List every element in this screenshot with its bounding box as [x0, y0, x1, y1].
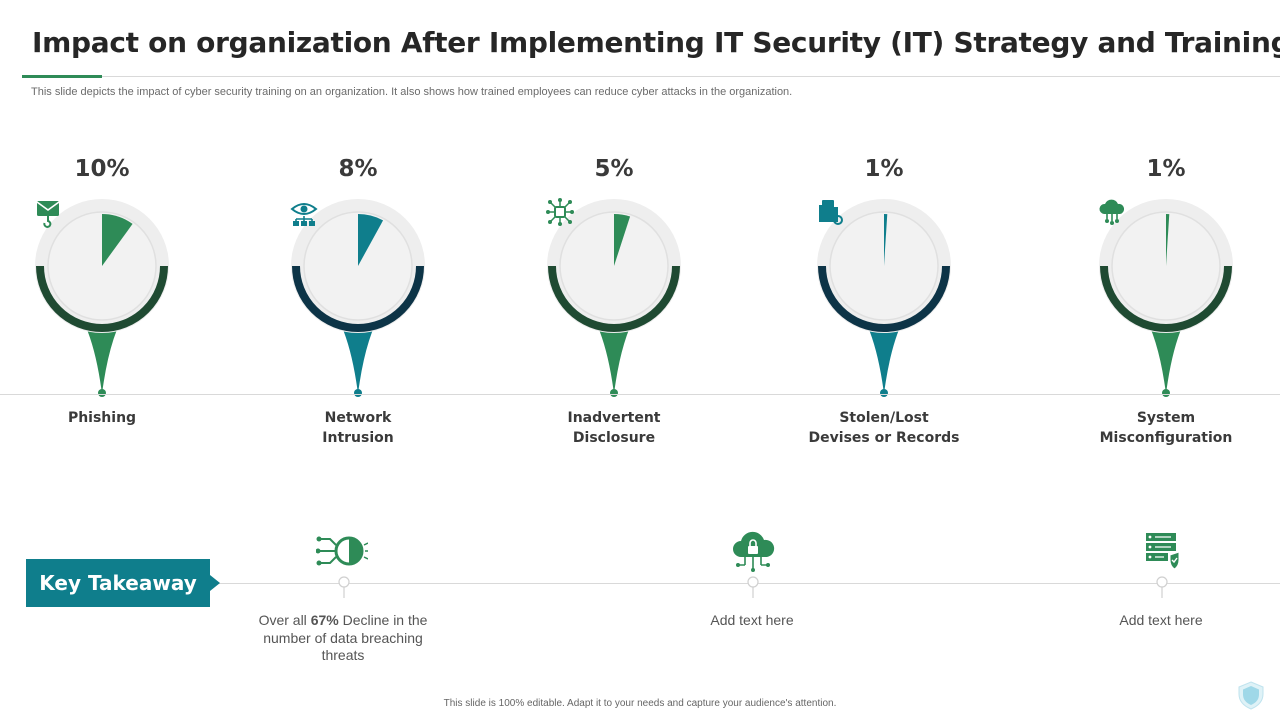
metric-pin-phishing [32, 196, 172, 400]
cloud-network-icon [1099, 199, 1125, 225]
takeaway-timeline [210, 583, 1280, 584]
pin-dark-band [548, 265, 680, 332]
pin-value-wedge [1166, 213, 1170, 266]
title-divider [22, 76, 1280, 77]
metric-pin-stolen-lost [814, 196, 954, 400]
metric-percent-misconfiguration: 1% [1146, 156, 1186, 182]
pin-tip-dot [354, 389, 362, 397]
page-title: Impact on organization After Implementin… [32, 26, 1280, 59]
metric-percent-inadvertent-disclosure: 5% [594, 156, 634, 182]
pin-dark-band [292, 265, 424, 332]
metric-percent-stolen-lost: 1% [864, 156, 904, 182]
takeaway-text-3: Add text here [1119, 612, 1203, 628]
eye-circuit-icon [316, 536, 368, 566]
key-takeaway-badge: Key Takeaway [26, 559, 210, 607]
metric-label-stolen-lost: Stolen/Lost Devises or Records [808, 410, 960, 446]
email-hook-icon [36, 201, 60, 228]
takeaway-marker [747, 576, 759, 598]
pin-tip-dot [98, 389, 106, 397]
metric-pin-misconfiguration [1096, 196, 1236, 400]
title-accent-bar [22, 75, 102, 78]
server-shield-icon [1146, 533, 1180, 570]
pin-dark-band [36, 265, 168, 332]
key-takeaway-arrow [210, 575, 220, 591]
takeaway-marker [338, 576, 350, 598]
metric-label-misconfiguration: System Misconfiguration [1099, 410, 1233, 446]
shield-icon [1238, 681, 1264, 710]
pin-tip-dot [610, 389, 618, 397]
pin-tip-dot [1162, 389, 1170, 397]
pin-value-wedge [884, 213, 888, 266]
pin-dark-band [1100, 265, 1232, 332]
pin-value-wedge [102, 214, 133, 266]
metric-label-phishing: Phishing [67, 410, 137, 426]
pin-value-wedge [614, 214, 631, 266]
metric-label-inadvertent-disclosure: Inadvertent Disclosure [567, 410, 661, 446]
metric-pin-inadvertent-disclosure [544, 196, 684, 400]
cloud-lock-icon [733, 531, 775, 572]
metric-pin-network-intrusion [288, 196, 428, 400]
metric-percent-network-intrusion: 8% [338, 156, 378, 182]
takeaway-text-1: Over all 67% Decline in the number of da… [258, 612, 428, 663]
pin-tip-dot [880, 389, 888, 397]
files-icon [819, 200, 843, 225]
metrics-baseline [0, 394, 1280, 395]
chip-network-icon [546, 198, 574, 226]
takeaway-marker [1156, 576, 1168, 598]
pin-value-wedge [358, 214, 384, 266]
metric-percent-phishing: 10% [74, 156, 130, 182]
metric-label-network-intrusion: Network Intrusion [322, 410, 394, 446]
footer-note: This slide is 100% editable. Adapt it to… [443, 698, 837, 709]
eye-network-icon [290, 203, 318, 226]
takeaway-text-2: Add text here [710, 612, 794, 628]
slide-description: This slide depicts the impact of cyber s… [31, 86, 793, 98]
pin-dark-band [818, 265, 950, 332]
